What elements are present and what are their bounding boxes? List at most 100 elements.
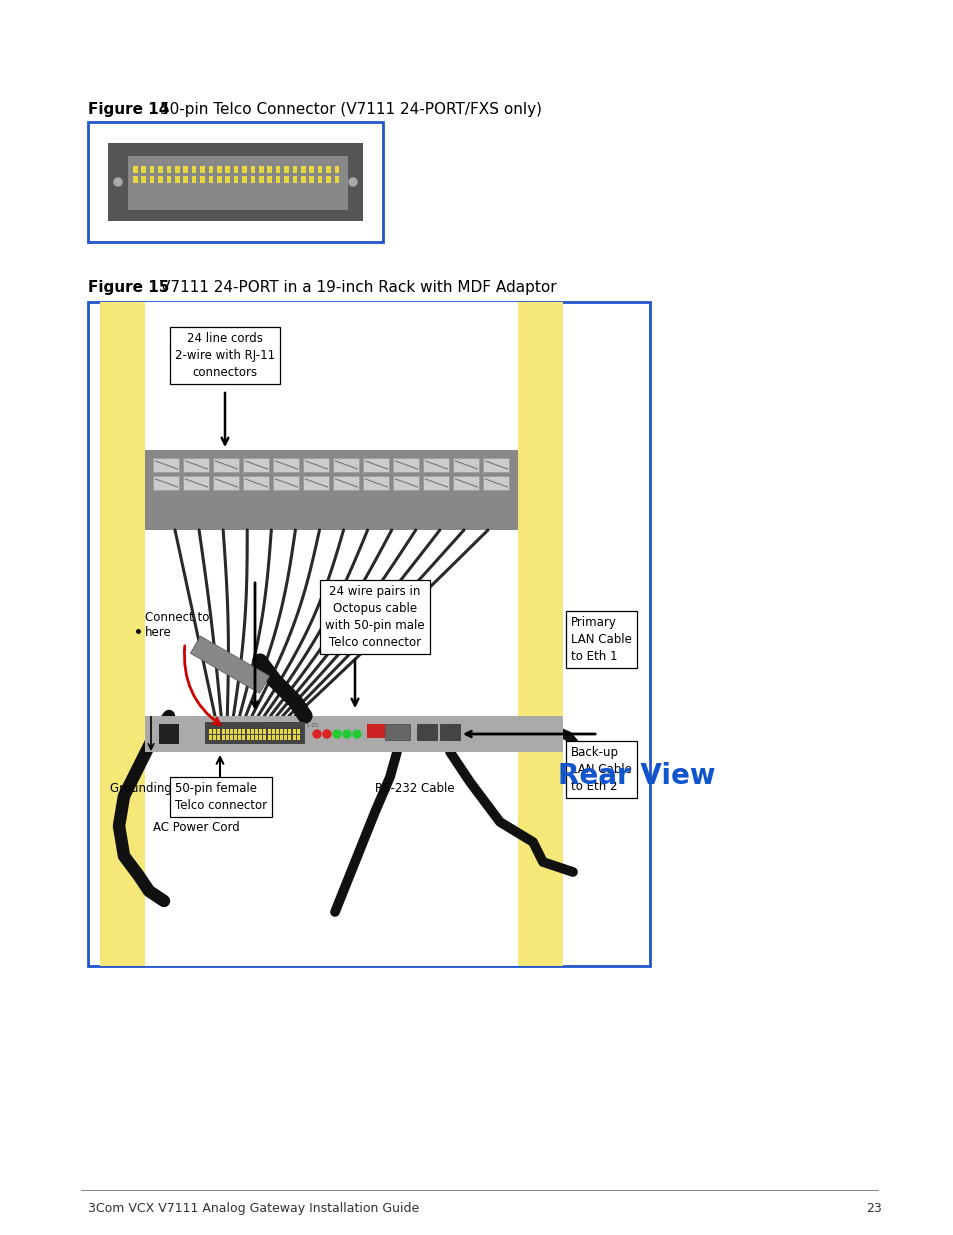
- Circle shape: [343, 730, 351, 739]
- Bar: [158, 177, 163, 183]
- Bar: [258, 177, 263, 183]
- Bar: [303, 475, 329, 490]
- Bar: [288, 729, 292, 734]
- Circle shape: [333, 730, 340, 739]
- Text: Rear View: Rear View: [558, 762, 715, 790]
- Text: V7111 24-PORT in a 19-inch Rack with MDF Adaptor: V7111 24-PORT in a 19-inch Rack with MDF…: [160, 280, 556, 295]
- Text: 23: 23: [865, 1202, 881, 1215]
- Bar: [267, 177, 272, 183]
- Bar: [296, 735, 299, 740]
- Bar: [145, 303, 517, 966]
- Bar: [243, 475, 269, 490]
- Text: ANALOG LINES 1-20: ANALOG LINES 1-20: [264, 722, 318, 727]
- Bar: [284, 165, 289, 173]
- Text: Figure 15: Figure 15: [88, 280, 170, 295]
- Bar: [88, 122, 382, 242]
- Bar: [217, 729, 220, 734]
- Text: Grounding Strap: Grounding Strap: [110, 782, 208, 795]
- Bar: [483, 458, 509, 472]
- Bar: [242, 165, 247, 173]
- Bar: [230, 735, 233, 740]
- Bar: [183, 475, 210, 490]
- Bar: [216, 165, 221, 173]
- Text: Primary
LAN Cable
to Eth 1: Primary LAN Cable to Eth 1: [571, 616, 631, 663]
- Bar: [242, 729, 245, 734]
- Bar: [251, 165, 255, 173]
- Bar: [213, 735, 216, 740]
- Bar: [334, 475, 359, 490]
- Bar: [275, 729, 278, 734]
- Bar: [288, 735, 292, 740]
- Bar: [209, 177, 213, 183]
- Bar: [367, 724, 385, 739]
- Bar: [167, 177, 171, 183]
- Bar: [226, 729, 229, 734]
- Bar: [128, 156, 348, 210]
- Bar: [238, 735, 241, 740]
- Bar: [309, 165, 314, 173]
- Bar: [247, 729, 250, 734]
- Bar: [267, 165, 272, 173]
- Bar: [326, 165, 331, 173]
- Bar: [209, 165, 213, 173]
- Bar: [335, 177, 339, 183]
- Bar: [274, 458, 299, 472]
- Bar: [263, 729, 266, 734]
- Bar: [141, 177, 146, 183]
- Bar: [88, 303, 649, 966]
- Bar: [209, 735, 212, 740]
- Bar: [132, 177, 137, 183]
- Bar: [174, 165, 179, 173]
- Bar: [141, 165, 146, 173]
- Bar: [483, 475, 509, 490]
- Text: AC Power Cord: AC Power Cord: [152, 821, 239, 834]
- Bar: [293, 729, 295, 734]
- Bar: [132, 165, 137, 173]
- Bar: [363, 458, 389, 472]
- Circle shape: [313, 730, 320, 739]
- Bar: [217, 735, 220, 740]
- Bar: [301, 177, 305, 183]
- Circle shape: [349, 178, 356, 186]
- Bar: [267, 729, 271, 734]
- Bar: [159, 724, 179, 743]
- Bar: [221, 735, 224, 740]
- Bar: [251, 729, 253, 734]
- Bar: [284, 735, 287, 740]
- Bar: [183, 165, 188, 173]
- Bar: [439, 724, 459, 740]
- Bar: [242, 735, 245, 740]
- Bar: [183, 458, 210, 472]
- Bar: [191, 636, 270, 693]
- Bar: [254, 735, 257, 740]
- Bar: [216, 177, 221, 183]
- Bar: [293, 735, 295, 740]
- Bar: [150, 177, 154, 183]
- Bar: [317, 177, 322, 183]
- Bar: [221, 729, 224, 734]
- Bar: [293, 165, 297, 173]
- Bar: [233, 177, 238, 183]
- Circle shape: [353, 730, 360, 739]
- Circle shape: [323, 730, 331, 739]
- Bar: [393, 458, 419, 472]
- Text: 24 line cords
2-wire with RJ-11
connectors: 24 line cords 2-wire with RJ-11 connecto…: [174, 332, 274, 379]
- Bar: [192, 177, 196, 183]
- Bar: [225, 177, 230, 183]
- Bar: [145, 716, 562, 752]
- Bar: [254, 729, 257, 734]
- Text: Figure 14: Figure 14: [88, 103, 170, 117]
- Text: Back-up
LAN Cable
to Eth 2: Back-up LAN Cable to Eth 2: [571, 746, 631, 793]
- Bar: [174, 177, 179, 183]
- Bar: [158, 165, 163, 173]
- Bar: [284, 729, 287, 734]
- Bar: [150, 165, 154, 173]
- Bar: [517, 303, 562, 966]
- Bar: [233, 735, 237, 740]
- Bar: [225, 165, 230, 173]
- Bar: [205, 722, 305, 743]
- Bar: [259, 735, 262, 740]
- Text: 50-pin Telco Connector (V7111 24-PORT/FXS only): 50-pin Telco Connector (V7111 24-PORT/FX…: [160, 103, 541, 117]
- Bar: [213, 729, 216, 734]
- Bar: [423, 458, 449, 472]
